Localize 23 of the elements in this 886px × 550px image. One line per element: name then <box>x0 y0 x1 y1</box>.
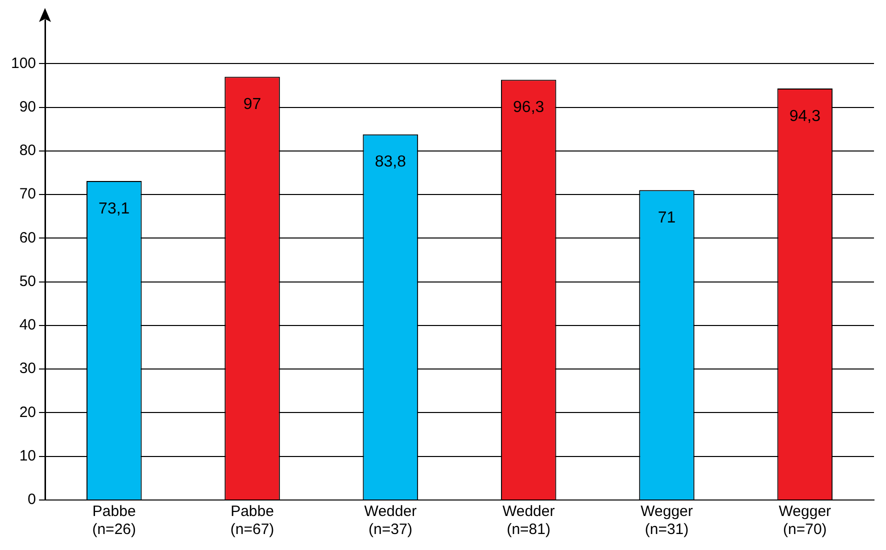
y-tick-label: 100 <box>10 54 36 72</box>
y-tick-label: 0 <box>28 491 36 508</box>
data-label: 73,1 <box>98 200 130 218</box>
y-tick-label: 60 <box>19 229 36 246</box>
data-label: 94,3 <box>789 108 821 125</box>
x-tick-label: Pabbe (n=26) <box>92 503 136 538</box>
data-label: 97 <box>243 96 262 114</box>
data-label: 96,3 <box>513 99 544 116</box>
data-label: 71 <box>658 210 676 227</box>
data-label: 83,8 <box>374 154 406 171</box>
y-tick-label: 40 <box>19 316 36 334</box>
x-tick-label: Wedder (n=81) <box>502 503 555 538</box>
x-tick-label: Wegger (n=31) <box>640 503 693 538</box>
x-tick-label: Pabbe (n=67) <box>230 503 274 538</box>
y-tick-label: 20 <box>19 404 36 421</box>
x-tick-label: Wedder (n=37) <box>364 503 417 538</box>
x-tick-label: Wegger (n=70) <box>778 503 832 538</box>
y-tick-label: 30 <box>19 360 36 378</box>
y-tick-label: 90 <box>19 98 36 116</box>
y-tick-label: 70 <box>19 186 36 203</box>
y-tick-label: 80 <box>19 142 36 160</box>
y-tick-label: 50 <box>19 272 36 290</box>
y-tick-label: 10 <box>19 448 36 465</box>
